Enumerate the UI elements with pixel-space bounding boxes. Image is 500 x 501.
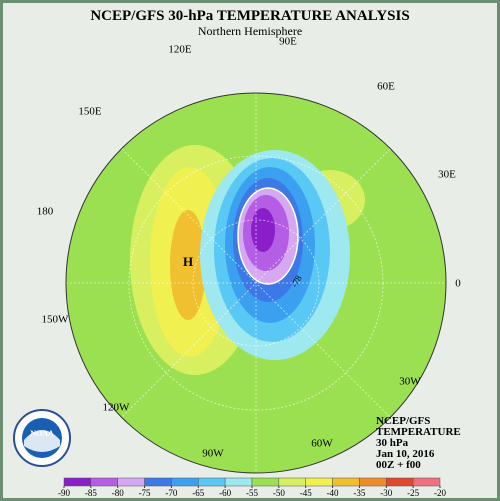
colorbar-label: -65 (192, 488, 204, 498)
lon-label: 30W (399, 376, 421, 388)
subtitle: Northern Hemisphere (198, 24, 302, 38)
lon-label: 60W (311, 438, 333, 450)
info-line: Jan 10, 2016 (376, 448, 435, 460)
colorbar-label: -85 (85, 488, 97, 498)
colorbar-box (171, 477, 199, 487)
colorbar-label: -35 (353, 488, 365, 498)
noaa-logo: NOAA (13, 409, 71, 467)
lon-label: 60E (377, 81, 395, 93)
colorbar-label: -70 (165, 488, 177, 498)
lon-label: 180 (37, 206, 54, 218)
colorbar-box (412, 477, 441, 487)
high-label: H (183, 254, 193, 269)
colorbar-label: -75 (139, 488, 151, 498)
info-block: NCEP/GFS TEMPERATURE 30 hPa Jan 10, 2016… (376, 415, 461, 471)
lon-label: 150W (42, 314, 70, 326)
colorbar-box (359, 477, 387, 487)
lon-label: 120W (103, 402, 131, 414)
lon-label: 30E (438, 169, 456, 181)
lon-label: 90E (279, 36, 297, 48)
colorbar-box (144, 477, 172, 487)
colorbar-label: -25 (407, 488, 419, 498)
info-line: TEMPERATURE (376, 426, 461, 438)
colorbar-box (117, 477, 145, 487)
colorbar-label: -20 (434, 488, 446, 498)
colorbar-label: -90 (58, 488, 70, 498)
colorbar-box (332, 477, 360, 487)
colorbar-label: -55 (246, 488, 258, 498)
info-line: 00Z + f00 (376, 459, 421, 471)
colorbar-box (224, 477, 253, 487)
colorbar-label: -30 (380, 488, 392, 498)
colorbar-box (386, 477, 414, 487)
logo-text: NOAA (30, 429, 54, 438)
title: NCEP/GFS 30-hPa TEMPERATURE ANALYSIS (90, 8, 409, 24)
lon-label: 0 (455, 278, 461, 290)
longitude-labels: 120E 90E 60E 30E 0 30W 60W 90W 120W 150W… (37, 36, 462, 460)
colorbar-box (90, 477, 118, 487)
colorbar-label: -80 (112, 488, 124, 498)
colorbar-label: -40 (327, 488, 339, 498)
colorbar-label: -50 (273, 488, 285, 498)
colorbar-box (251, 477, 280, 487)
colorbar-label: -45 (300, 488, 312, 498)
lon-label: 150E (78, 106, 102, 118)
lon-label: 90W (202, 448, 224, 460)
info-line: 30 hPa (376, 437, 409, 449)
colorbar-box (278, 477, 306, 487)
map-border (65, 92, 447, 474)
colorbar-box (198, 477, 226, 487)
temperature-field (66, 93, 446, 473)
lon-label: 120E (168, 44, 192, 56)
colorbar: -90 -85 -80 -75 -70 -65 -60 -55 -50 -45 -40 -35 -30 -… (58, 477, 446, 498)
colorbar-label: -60 (219, 488, 231, 498)
info-line: NCEP/GFS (376, 415, 430, 427)
colorbar-box (63, 477, 92, 487)
colorbar-box (305, 477, 333, 487)
